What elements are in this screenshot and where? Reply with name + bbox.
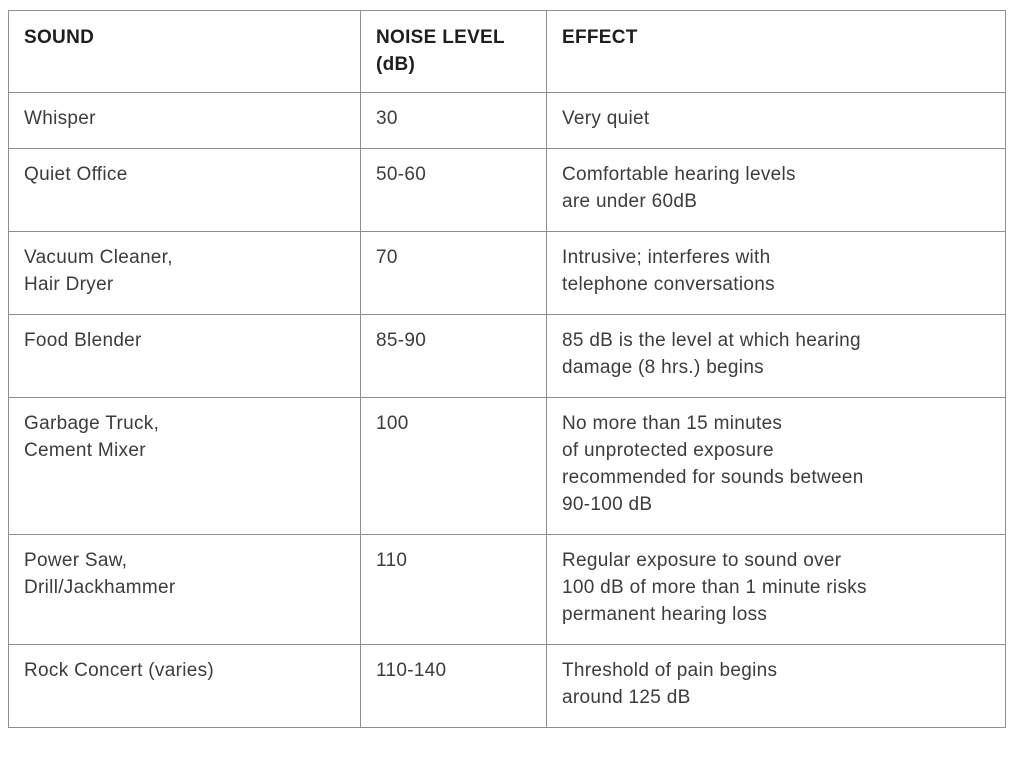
cell-sound: Power Saw, Drill/Jackhammer <box>8 534 361 645</box>
table-row: Power Saw, Drill/Jackhammer 110 Regular ex… <box>8 534 1006 645</box>
column-header-noise_level: NOISE LEVEL (dB) <box>360 10 547 93</box>
cell-noise_level: 110 <box>360 534 547 645</box>
table-row: Quiet Office 50-60 Comfortable hearing lev… <box>8 148 1006 232</box>
table-row: Vacuum Cleaner, Hair Dryer 70 Intrusive; i… <box>8 231 1006 315</box>
cell-sound: Vacuum Cleaner, Hair Dryer <box>8 231 361 315</box>
cell-effect: 85 dB is the level at which hearing dama… <box>546 314 1006 398</box>
cell-sound: Quiet Office <box>8 148 361 232</box>
cell-sound: Whisper <box>8 92 361 149</box>
cell-noise_level: 50-60 <box>360 148 547 232</box>
table-row: Rock Concert (varies) 110-140 Threshold of… <box>8 644 1006 728</box>
column-header-effect: EFFECT <box>546 10 1006 93</box>
table-row: Whisper 30 Very quiet <box>8 92 1006 149</box>
cell-effect: Regular exposure to sound over 100 dB of… <box>546 534 1006 645</box>
cell-sound: Food Blender <box>8 314 361 398</box>
noise-level-table: SOUND NOISE LEVEL (dB) EFFECT Whisper 30 Ver… <box>8 10 1006 728</box>
cell-noise_level: 110-140 <box>360 644 547 728</box>
page: SOUND NOISE LEVEL (dB) EFFECT Whisper 30 Ver… <box>8 10 1006 728</box>
column-header-sound: SOUND <box>8 10 361 93</box>
cell-effect: Threshold of pain begins around 125 dB <box>546 644 1006 728</box>
table-header-row: SOUND NOISE LEVEL (dB) EFFECT <box>8 10 1006 93</box>
table-body: Whisper 30 Very quiet Quiet Office 50-60 Comf… <box>8 92 1006 728</box>
cell-noise_level: 85-90 <box>360 314 547 398</box>
cell-noise_level: 100 <box>360 397 547 535</box>
cell-noise_level: 70 <box>360 231 547 315</box>
cell-effect: No more than 15 minutes of unprotected e… <box>546 397 1006 535</box>
table-row: Garbage Truck, Cement Mixer 100 No more th… <box>8 397 1006 535</box>
cell-effect: Intrusive; interferes with telephone con… <box>546 231 1006 315</box>
cell-sound: Rock Concert (varies) <box>8 644 361 728</box>
cell-effect: Comfortable hearing levels are under 60d… <box>546 148 1006 232</box>
cell-sound: Garbage Truck, Cement Mixer <box>8 397 361 535</box>
table-row: Food Blender 85-90 85 dB is the level at w… <box>8 314 1006 398</box>
cell-effect: Very quiet <box>546 92 1006 149</box>
cell-noise_level: 30 <box>360 92 547 149</box>
